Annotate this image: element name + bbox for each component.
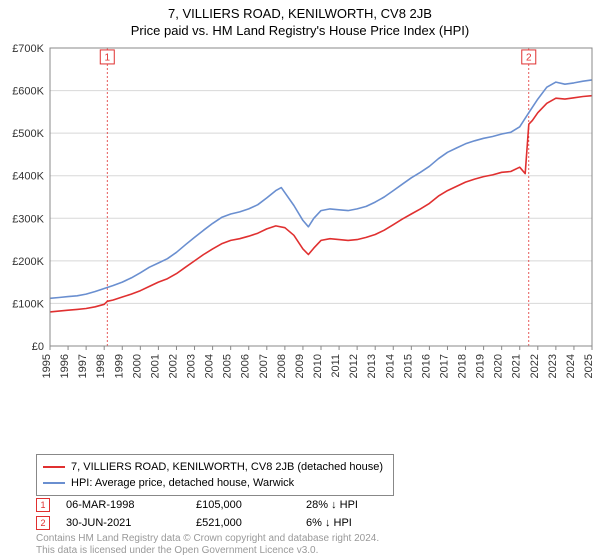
svg-text:2003: 2003 [186, 354, 198, 378]
footnote-line: This data is licensed under the Open Gov… [36, 545, 379, 557]
svg-text:2013: 2013 [366, 354, 378, 378]
table-row: 1 06-MAR-1998 £105,000 28% ↓ HPI [36, 496, 406, 514]
svg-text:2022: 2022 [529, 354, 541, 378]
svg-text:2000: 2000 [131, 354, 143, 378]
svg-text:1995: 1995 [41, 354, 53, 378]
svg-text:2002: 2002 [167, 354, 179, 378]
legend-item: 7, VILLIERS ROAD, KENILWORTH, CV8 2JB (d… [43, 459, 383, 475]
sale-date: 06-MAR-1998 [66, 499, 196, 511]
footnote-line: Contains HM Land Registry data © Crown c… [36, 533, 379, 545]
svg-text:2001: 2001 [149, 354, 161, 378]
legend-label: HPI: Average price, detached house, Warw… [71, 477, 294, 489]
svg-text:2009: 2009 [294, 354, 306, 378]
svg-text:2010: 2010 [312, 354, 324, 378]
footnote: Contains HM Land Registry data © Crown c… [36, 533, 379, 556]
chart-svg: £0 £100K £200K £300K £400K £500K £600K £700K 199… [0, 44, 600, 400]
svg-text:£200K: £200K [12, 256, 44, 268]
svg-text:2023: 2023 [547, 354, 559, 378]
sale-price: £521,000 [196, 517, 306, 529]
svg-text:£600K: £600K [12, 86, 44, 98]
svg-text:1998: 1998 [95, 354, 107, 378]
svg-text:2025: 2025 [583, 354, 595, 378]
svg-text:2012: 2012 [348, 354, 360, 378]
legend-swatch [43, 482, 65, 484]
svg-text:2011: 2011 [330, 354, 342, 378]
svg-text:2024: 2024 [565, 354, 577, 378]
svg-text:2004: 2004 [204, 354, 216, 378]
svg-text:£300K: £300K [12, 213, 44, 225]
svg-text:1999: 1999 [113, 354, 125, 378]
sale-marker: 2 [36, 516, 50, 530]
sale-marker: 1 [36, 498, 50, 512]
legend-item: HPI: Average price, detached house, Warw… [43, 475, 383, 491]
svg-text:2007: 2007 [258, 354, 270, 378]
sale-hpi: 28% ↓ HPI [306, 499, 406, 511]
svg-text:2020: 2020 [493, 354, 505, 378]
legend-label: 7, VILLIERS ROAD, KENILWORTH, CV8 2JB (d… [71, 461, 383, 473]
svg-text:2021: 2021 [511, 354, 523, 378]
chart-subtitle: Price paid vs. HM Land Registry's House … [0, 21, 600, 38]
svg-text:2005: 2005 [222, 354, 234, 378]
legend-swatch [43, 466, 65, 468]
svg-text:1: 1 [104, 52, 110, 63]
svg-text:£400K: £400K [12, 171, 44, 183]
sale-hpi: 6% ↓ HPI [306, 517, 406, 529]
svg-text:£100K: £100K [12, 298, 44, 310]
sale-date: 30-JUN-2021 [66, 517, 196, 529]
svg-text:2014: 2014 [384, 354, 396, 378]
svg-text:2006: 2006 [240, 354, 252, 378]
svg-text:£700K: £700K [12, 44, 44, 55]
sales-table: 1 06-MAR-1998 £105,000 28% ↓ HPI 2 30-JU… [36, 496, 406, 532]
chart-title-address: 7, VILLIERS ROAD, KENILWORTH, CV8 2JB [0, 0, 600, 21]
svg-text:2016: 2016 [420, 354, 432, 378]
svg-text:2018: 2018 [457, 354, 469, 378]
chart-container: 7, VILLIERS ROAD, KENILWORTH, CV8 2JB Pr… [0, 0, 600, 560]
sale-price: £105,000 [196, 499, 306, 511]
legend-box: 7, VILLIERS ROAD, KENILWORTH, CV8 2JB (d… [36, 454, 394, 496]
svg-text:2019: 2019 [475, 354, 487, 378]
svg-text:2: 2 [526, 52, 532, 63]
svg-text:1996: 1996 [59, 354, 71, 378]
svg-text:£500K: £500K [12, 128, 44, 140]
svg-text:1997: 1997 [77, 354, 89, 378]
table-row: 2 30-JUN-2021 £521,000 6% ↓ HPI [36, 514, 406, 532]
svg-text:2015: 2015 [402, 354, 414, 378]
chart-area: £0 £100K £200K £300K £400K £500K £600K £700K 199… [0, 44, 600, 400]
svg-text:2008: 2008 [276, 354, 288, 378]
svg-text:£0: £0 [32, 341, 44, 353]
svg-text:2017: 2017 [438, 354, 450, 378]
